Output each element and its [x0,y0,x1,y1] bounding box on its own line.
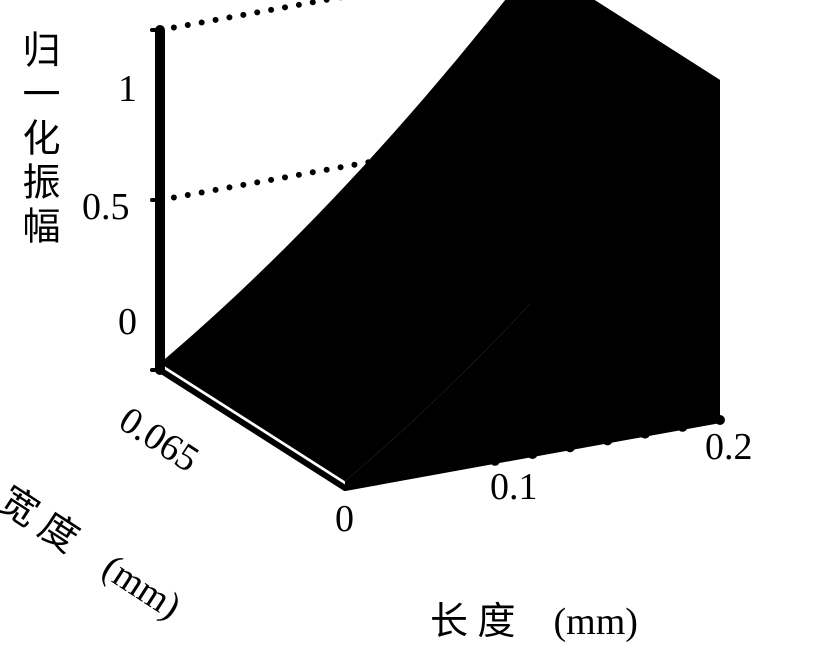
z-tick-0: 0 [118,300,137,344]
x-axis-label: 长 度 (mm) [430,590,638,645]
x-tick-0: 0 [335,497,354,541]
z-tick-05: 0.5 [82,185,130,229]
z-axis-label: 归一化振幅 [10,30,65,250]
z-tick-1: 1 [118,67,137,111]
x-tick-02: 0.2 [705,425,753,469]
x-tick-01: 0.1 [490,465,538,509]
plot-stage: 归一化振幅 宽 度 (mm) 长 度 (mm) 1 0.5 0 0.065 0 … [0,0,838,655]
